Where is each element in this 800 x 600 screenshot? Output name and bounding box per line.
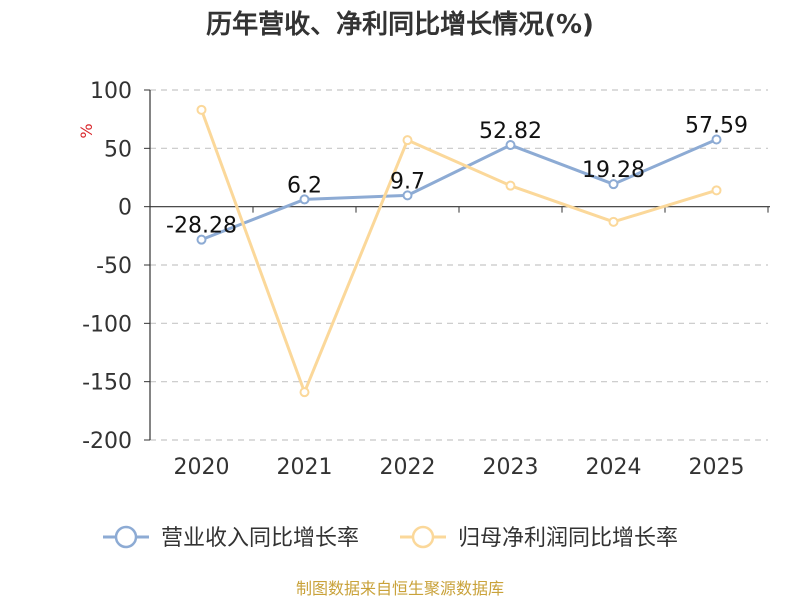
series-lines bbox=[196, 104, 722, 398]
x-tick-label: 2022 bbox=[380, 455, 436, 480]
x-tick-label: 2020 bbox=[174, 455, 230, 480]
y-tick-label: 100 bbox=[90, 79, 132, 104]
y-axis-unit: % bbox=[77, 123, 96, 138]
series-line-1 bbox=[200, 138, 718, 242]
data-point bbox=[299, 387, 310, 398]
data-point bbox=[402, 190, 413, 201]
data-point bbox=[711, 185, 722, 196]
legend-label: 归母净利润同比增长率 bbox=[458, 526, 678, 551]
data-label: 52.82 bbox=[479, 119, 542, 144]
x-tick-label: 2024 bbox=[586, 455, 642, 480]
data-point bbox=[711, 134, 722, 145]
legend-marker bbox=[114, 525, 138, 549]
data-point bbox=[196, 234, 207, 245]
y-tick-label: -200 bbox=[82, 429, 132, 454]
data-label: 19.28 bbox=[582, 158, 645, 183]
data-label: 57.59 bbox=[685, 113, 748, 138]
data-point bbox=[505, 180, 516, 191]
data-point bbox=[299, 194, 310, 205]
data-point bbox=[608, 179, 619, 190]
y-tick-label: 0 bbox=[118, 196, 132, 221]
y-tick-label: -150 bbox=[82, 371, 132, 396]
data-labels: -28.28 6.2 9.7 52.82 19.28 57.59 bbox=[166, 113, 748, 238]
source-note: 制图数据来自恒生聚源数据库 bbox=[296, 579, 504, 598]
data-label: 6.2 bbox=[287, 173, 322, 198]
chart-title: 历年营收、净利同比增长情况(%) bbox=[206, 9, 594, 40]
data-point bbox=[608, 216, 619, 227]
x-tick-label: 2023 bbox=[483, 455, 539, 480]
legend-marker bbox=[411, 525, 435, 549]
y-tick-label: -50 bbox=[96, 254, 132, 279]
x-tick-label: 2021 bbox=[277, 455, 333, 480]
y-tick-label: -100 bbox=[82, 312, 132, 337]
y-tick-label: 50 bbox=[104, 137, 132, 162]
series-line-2 bbox=[200, 109, 717, 394]
data-point bbox=[402, 135, 413, 146]
data-label: -28.28 bbox=[166, 214, 237, 239]
legend: 营业收入同比增长率 归母净利润同比增长率 bbox=[103, 525, 678, 551]
x-tick-label: 2025 bbox=[689, 455, 745, 480]
grid-lines bbox=[150, 89, 768, 441]
data-label: 9.7 bbox=[390, 169, 425, 194]
axes: 100 50 0 -50 -100 -150 -200 2020 2021 2022 2023 202… bbox=[82, 79, 770, 480]
data-point bbox=[196, 104, 207, 115]
data-point bbox=[505, 140, 516, 151]
legend-label: 营业收入同比增长率 bbox=[161, 526, 359, 551]
